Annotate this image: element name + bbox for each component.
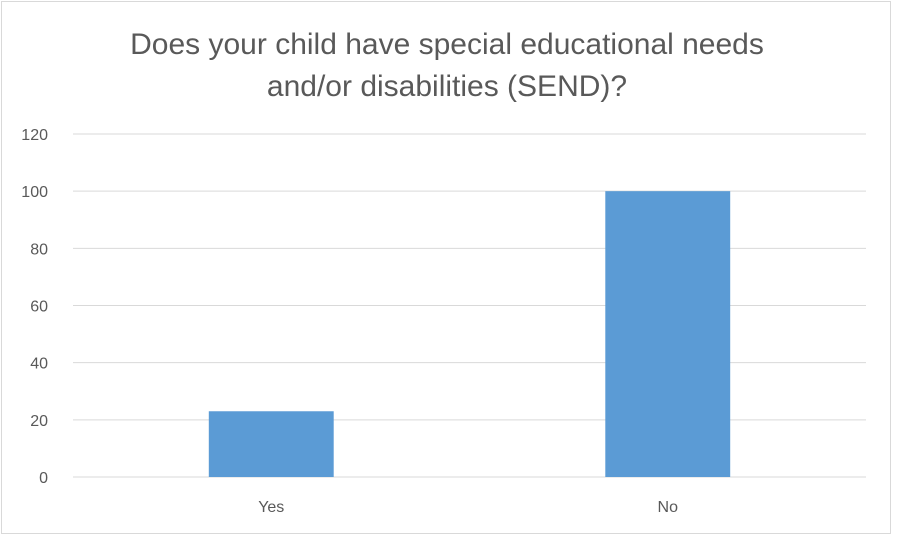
chart-frame: Does your child have special educational… — [1, 1, 891, 534]
y-tick-label: 0 — [39, 470, 48, 487]
bar-no — [605, 191, 731, 477]
y-tick-label: 100 — [21, 184, 48, 201]
y-tick-label: 40 — [30, 356, 48, 373]
y-tick-label: 60 — [30, 299, 48, 316]
y-tick-label: 20 — [30, 413, 48, 430]
bar-yes — [208, 411, 334, 477]
chart-title-line-1: Does your child have special educational… — [130, 28, 764, 61]
chart-title-line-2: and/or disabilities (SEND)? — [266, 70, 628, 103]
chart-title: Does your child have special educational… — [2, 24, 892, 108]
y-tick-label: 80 — [30, 241, 48, 258]
y-tick-label: 120 — [21, 127, 48, 144]
x-tick-label: No — [658, 499, 679, 516]
x-tick-label: Yes — [258, 499, 284, 516]
